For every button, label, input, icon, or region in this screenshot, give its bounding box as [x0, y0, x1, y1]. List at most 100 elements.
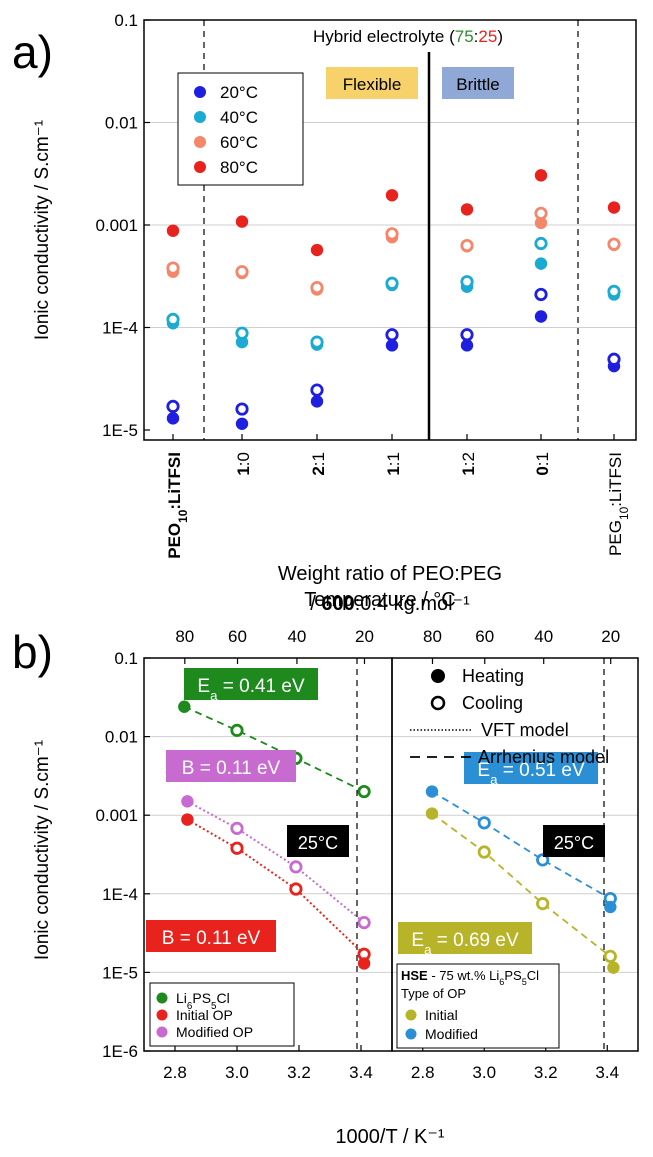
legend-b-modified-op: Modified OP: [176, 1024, 253, 1040]
legend-a-80: 80°C: [220, 158, 258, 177]
panel-b-top-axis-label: Temperature / °C: [304, 589, 455, 611]
b-ytick-label: 1E-5: [102, 963, 138, 982]
legend-b-li6ps5cl: Li6PS5Cl: [176, 990, 230, 1012]
b-fit-line: [431, 812, 611, 958]
b-left-25c-label: 25°C: [298, 833, 338, 853]
a-ytick-label: 0.1: [114, 11, 138, 30]
b-point-heating: [178, 700, 191, 713]
legend-b-initial-op: Initial OP: [176, 1007, 233, 1023]
a-point-heating: [235, 335, 249, 349]
panel-b-ylabel: Ionic conductivity / S.cm⁻¹: [32, 740, 53, 960]
a-point-cooling: [310, 335, 324, 349]
a-point-cooling: [310, 281, 324, 295]
panel-a-points: [166, 169, 621, 430]
a-point-cooling: [460, 238, 474, 253]
brittle-label: Brittle: [456, 75, 499, 94]
legend-cooling: Cooling: [462, 693, 523, 713]
legend-b-type-of-op: Type of OP: [401, 986, 466, 1001]
b-xtick-label: 3.4: [595, 1063, 619, 1082]
panel-a-xlabel-1: Weight ratio of PEO:PEG: [278, 563, 502, 585]
a-ytick-label: 1E-5: [102, 421, 138, 440]
ea-blue-bg: [464, 752, 598, 784]
a-xtick-label: PEG10:LiTFSI: [606, 452, 631, 556]
b-toptick-label: 40: [287, 627, 306, 646]
b-ytick-label: 1E-4: [102, 885, 138, 904]
a-point-heating: [166, 412, 180, 425]
panel-b-right-legend: HSE - 75 wt.% Li6PS5Cl Type of OP Initia…: [396, 963, 560, 1049]
a-ytick-label: 1E-4: [102, 319, 138, 338]
panel-a-header: Hybrid electrolyte (75:25): [313, 27, 503, 46]
b-point-cooling: [603, 949, 617, 963]
a-point-cooling: [607, 237, 621, 251]
b-xtick-label: 2.8: [163, 1063, 187, 1082]
a-point-cooling: [385, 276, 399, 290]
b-fit-line: [186, 800, 365, 924]
a-xtick-label: 1:2: [459, 452, 478, 476]
b-point-heating: [181, 813, 194, 826]
b-point-cooling: [230, 821, 244, 835]
b-point-heating: [604, 900, 617, 914]
b-fit-line: [183, 705, 365, 793]
b-ytick-label: 0.1: [114, 649, 138, 668]
b-point-cooling: [289, 860, 303, 874]
panel-b-letter: b): [12, 626, 53, 678]
a-point-cooling: [166, 399, 180, 413]
b-toptick-label: 60: [228, 627, 247, 646]
panel-b-right-frame: [391, 657, 639, 1052]
legend-b-hse-title: HSE - 75 wt.% Li6PS5Cl: [401, 968, 539, 987]
b-right-25c-label: 25°C: [554, 833, 594, 853]
legend-b-modified: Modified: [425, 1026, 478, 1042]
a-point-cooling: [235, 326, 249, 340]
b-ytick-label: 1E-6: [102, 1042, 138, 1061]
a-point-cooling: [534, 236, 548, 251]
a-point-heating: [235, 417, 249, 430]
a-point-cooling: [534, 206, 548, 220]
brittle-label-bg: [442, 67, 514, 99]
panel-b-x-ticks: 2.8 3.0 3.2 3.4 2.8 3.0 3.2 3.4: [163, 1045, 619, 1082]
legend-arrhenius: Arrhenius model: [478, 747, 609, 767]
legend-vft: VFT model: [481, 720, 569, 740]
b-point-cooling: [477, 845, 491, 859]
panel-b-y-ticks: 1E-6 1E-5 1E-4 0.001 0.01 0.1: [95, 649, 150, 1061]
ea-blue-label: Ea = 0.51 eV: [477, 760, 585, 787]
a-ytick-label: 0.001: [95, 216, 138, 235]
a-point-heating: [166, 224, 180, 237]
a-point-cooling: [460, 328, 474, 342]
b-fit-line: [431, 790, 611, 900]
a-xtick-label: 0:1: [533, 452, 552, 476]
panel-a-legend: 20°C 40°C 60°C 80°C: [177, 72, 304, 186]
a-point-heating: [607, 201, 621, 214]
a-point-cooling: [607, 284, 621, 299]
b-red-bg: [146, 920, 276, 952]
legend-b-initial: Initial: [425, 1007, 458, 1023]
b-point-cooling: [289, 882, 303, 896]
a-xtick-label: PEO10:LiTFSI: [165, 452, 190, 559]
b-point-heating: [357, 957, 371, 970]
b-purple-bg: [166, 750, 296, 782]
b-toptick-label: 40: [534, 627, 553, 646]
b-xtick-label: 3.0: [472, 1063, 496, 1082]
b-point-cooling: [357, 916, 371, 930]
b-point-heating: [607, 961, 620, 974]
b-purple-label: B = 0.11 eV: [182, 758, 281, 779]
b-toptick-label: 60: [475, 627, 494, 646]
b-toptick-label: 20: [601, 627, 620, 646]
ea-green-bg: [184, 668, 318, 700]
panel-a-letter: a): [12, 26, 53, 78]
a-point-cooling: [310, 383, 324, 397]
b-point-cooling: [357, 784, 371, 799]
panel-a-x-ticks: PEO10:LiTFSI 1:0 2:1 1:1 1:2 0:1 PEG10:LiTFSI: [165, 434, 631, 559]
a-point-heating: [310, 395, 324, 408]
b-point-cooling: [477, 816, 491, 830]
a-xtick-label: 2:1: [309, 452, 328, 476]
b-toptick-label: 80: [423, 627, 442, 646]
a-point-cooling: [460, 275, 474, 289]
panel-a-y-ticks: 1E-5 1E-4 0.001 0.01 0.1: [95, 11, 150, 440]
b-point-cooling: [536, 897, 550, 911]
legend-a-20: 20°C: [220, 83, 258, 102]
a-point-heating: [385, 189, 399, 202]
a-ytick-label: 0.01: [105, 114, 138, 133]
b-ytick-label: 0.001: [95, 806, 138, 825]
b-xtick-label: 3.4: [349, 1063, 373, 1082]
a-xtick-label: 1:1: [384, 452, 403, 476]
